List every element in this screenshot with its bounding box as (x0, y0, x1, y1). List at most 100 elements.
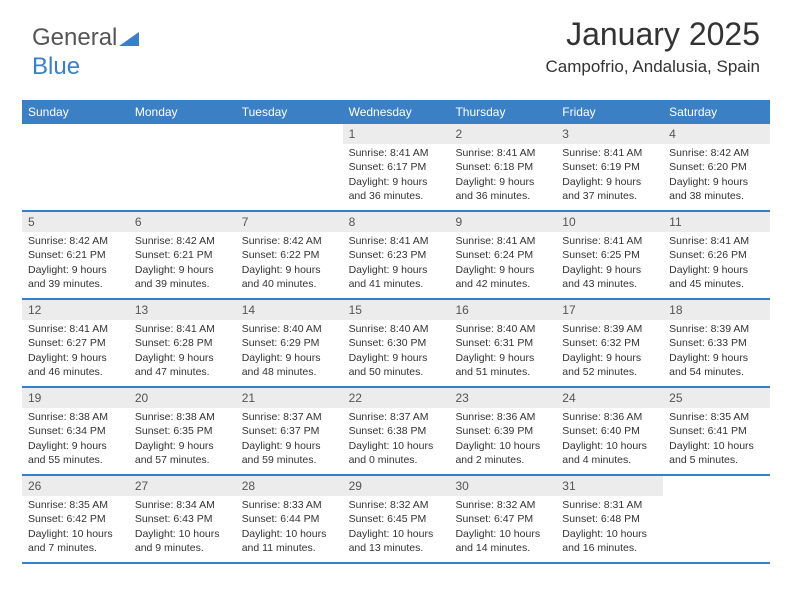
daylight-text: and 37 minutes. (562, 189, 657, 203)
sunrise-text: Sunrise: 8:41 AM (349, 234, 444, 248)
day-number: 10 (556, 212, 663, 232)
dayname: Monday (129, 100, 236, 124)
day-info: Sunrise: 8:41 AMSunset: 6:23 PMDaylight:… (343, 234, 450, 291)
day-number: 21 (236, 388, 343, 408)
brand-triangle-icon (119, 25, 139, 53)
sunset-text: Sunset: 6:37 PM (242, 424, 337, 438)
daylight-text: and 4 minutes. (562, 453, 657, 467)
day-number: 4 (663, 124, 770, 144)
day-info: Sunrise: 8:36 AMSunset: 6:39 PMDaylight:… (449, 410, 556, 467)
day-number: 22 (343, 388, 450, 408)
daylight-text: and 0 minutes. (349, 453, 444, 467)
sunset-text: Sunset: 6:47 PM (455, 512, 550, 526)
calendar-day-cell: 5Sunrise: 8:42 AMSunset: 6:21 PMDaylight… (22, 212, 129, 298)
sunrise-text: Sunrise: 8:33 AM (242, 498, 337, 512)
sunset-text: Sunset: 6:30 PM (349, 336, 444, 350)
brand-part2: Blue (32, 53, 80, 80)
daylight-text: Daylight: 9 hours (455, 263, 550, 277)
calendar-day-cell: 15Sunrise: 8:40 AMSunset: 6:30 PMDayligh… (343, 300, 450, 386)
sunrise-text: Sunrise: 8:41 AM (455, 234, 550, 248)
daylight-text: and 39 minutes. (28, 277, 123, 291)
sunrise-text: Sunrise: 8:38 AM (135, 410, 230, 424)
calendar-day-cell (663, 476, 770, 562)
sunrise-text: Sunrise: 8:42 AM (28, 234, 123, 248)
page-subtitle: Campofrio, Andalusia, Spain (545, 57, 760, 77)
day-info: Sunrise: 8:40 AMSunset: 6:30 PMDaylight:… (343, 322, 450, 379)
sunset-text: Sunset: 6:40 PM (562, 424, 657, 438)
dayname: Thursday (449, 100, 556, 124)
daylight-text: Daylight: 9 hours (669, 351, 764, 365)
sunrise-text: Sunrise: 8:31 AM (562, 498, 657, 512)
calendar-day-cell: 25Sunrise: 8:35 AMSunset: 6:41 PMDayligh… (663, 388, 770, 474)
daylight-text: and 36 minutes. (349, 189, 444, 203)
sunset-text: Sunset: 6:21 PM (28, 248, 123, 262)
sunset-text: Sunset: 6:31 PM (455, 336, 550, 350)
daylight-text: Daylight: 10 hours (455, 527, 550, 541)
calendar-day-cell: 18Sunrise: 8:39 AMSunset: 6:33 PMDayligh… (663, 300, 770, 386)
sunrise-text: Sunrise: 8:38 AM (28, 410, 123, 424)
day-number: 29 (343, 476, 450, 496)
day-info: Sunrise: 8:34 AMSunset: 6:43 PMDaylight:… (129, 498, 236, 555)
daylight-text: Daylight: 10 hours (562, 439, 657, 453)
calendar-day-cell: 22Sunrise: 8:37 AMSunset: 6:38 PMDayligh… (343, 388, 450, 474)
sunset-text: Sunset: 6:35 PM (135, 424, 230, 438)
day-info: Sunrise: 8:31 AMSunset: 6:48 PMDaylight:… (556, 498, 663, 555)
sunset-text: Sunset: 6:44 PM (242, 512, 337, 526)
calendar-day-cell: 11Sunrise: 8:41 AMSunset: 6:26 PMDayligh… (663, 212, 770, 298)
day-info: Sunrise: 8:33 AMSunset: 6:44 PMDaylight:… (236, 498, 343, 555)
day-number: 8 (343, 212, 450, 232)
daylight-text: Daylight: 9 hours (28, 263, 123, 277)
sunrise-text: Sunrise: 8:39 AM (562, 322, 657, 336)
day-info: Sunrise: 8:41 AMSunset: 6:17 PMDaylight:… (343, 146, 450, 203)
daylight-text: and 36 minutes. (455, 189, 550, 203)
daylight-text: Daylight: 9 hours (562, 351, 657, 365)
sunset-text: Sunset: 6:48 PM (562, 512, 657, 526)
day-number: 15 (343, 300, 450, 320)
calendar-day-cell: 16Sunrise: 8:40 AMSunset: 6:31 PMDayligh… (449, 300, 556, 386)
calendar-day-cell: 23Sunrise: 8:36 AMSunset: 6:39 PMDayligh… (449, 388, 556, 474)
day-number: 31 (556, 476, 663, 496)
daylight-text: Daylight: 9 hours (455, 175, 550, 189)
sunrise-text: Sunrise: 8:41 AM (562, 234, 657, 248)
daylight-text: and 13 minutes. (349, 541, 444, 555)
daylight-text: Daylight: 10 hours (349, 439, 444, 453)
calendar-day-cell: 24Sunrise: 8:36 AMSunset: 6:40 PMDayligh… (556, 388, 663, 474)
daylight-text: and 48 minutes. (242, 365, 337, 379)
day-info: Sunrise: 8:41 AMSunset: 6:24 PMDaylight:… (449, 234, 556, 291)
day-info: Sunrise: 8:40 AMSunset: 6:31 PMDaylight:… (449, 322, 556, 379)
day-info: Sunrise: 8:38 AMSunset: 6:35 PMDaylight:… (129, 410, 236, 467)
daylight-text: Daylight: 10 hours (28, 527, 123, 541)
daylight-text: Daylight: 10 hours (135, 527, 230, 541)
daylight-text: and 38 minutes. (669, 189, 764, 203)
day-info: Sunrise: 8:42 AMSunset: 6:20 PMDaylight:… (663, 146, 770, 203)
day-info: Sunrise: 8:41 AMSunset: 6:26 PMDaylight:… (663, 234, 770, 291)
sunset-text: Sunset: 6:42 PM (28, 512, 123, 526)
calendar-day-cell: 14Sunrise: 8:40 AMSunset: 6:29 PMDayligh… (236, 300, 343, 386)
dayname: Wednesday (343, 100, 450, 124)
calendar-day-cell: 29Sunrise: 8:32 AMSunset: 6:45 PMDayligh… (343, 476, 450, 562)
dayname: Sunday (22, 100, 129, 124)
calendar-week-row: 12Sunrise: 8:41 AMSunset: 6:27 PMDayligh… (22, 300, 770, 388)
daylight-text: and 50 minutes. (349, 365, 444, 379)
day-info: Sunrise: 8:42 AMSunset: 6:21 PMDaylight:… (22, 234, 129, 291)
brand-logo: General Blue (32, 24, 139, 81)
page-title: January 2025 (545, 16, 760, 53)
daylight-text: and 39 minutes. (135, 277, 230, 291)
calendar-week-row: 26Sunrise: 8:35 AMSunset: 6:42 PMDayligh… (22, 476, 770, 564)
sunset-text: Sunset: 6:24 PM (455, 248, 550, 262)
daylight-text: and 2 minutes. (455, 453, 550, 467)
sunset-text: Sunset: 6:19 PM (562, 160, 657, 174)
day-number: 26 (22, 476, 129, 496)
calendar-day-cell: 17Sunrise: 8:39 AMSunset: 6:32 PMDayligh… (556, 300, 663, 386)
daylight-text: Daylight: 9 hours (28, 351, 123, 365)
day-number: 17 (556, 300, 663, 320)
day-info: Sunrise: 8:38 AMSunset: 6:34 PMDaylight:… (22, 410, 129, 467)
sunrise-text: Sunrise: 8:32 AM (455, 498, 550, 512)
sunrise-text: Sunrise: 8:35 AM (669, 410, 764, 424)
day-number: 12 (22, 300, 129, 320)
sunrise-text: Sunrise: 8:32 AM (349, 498, 444, 512)
calendar-day-cell: 27Sunrise: 8:34 AMSunset: 6:43 PMDayligh… (129, 476, 236, 562)
sunrise-text: Sunrise: 8:39 AM (669, 322, 764, 336)
daylight-text: and 14 minutes. (455, 541, 550, 555)
calendar-grid: Sunday Monday Tuesday Wednesday Thursday… (22, 100, 770, 564)
